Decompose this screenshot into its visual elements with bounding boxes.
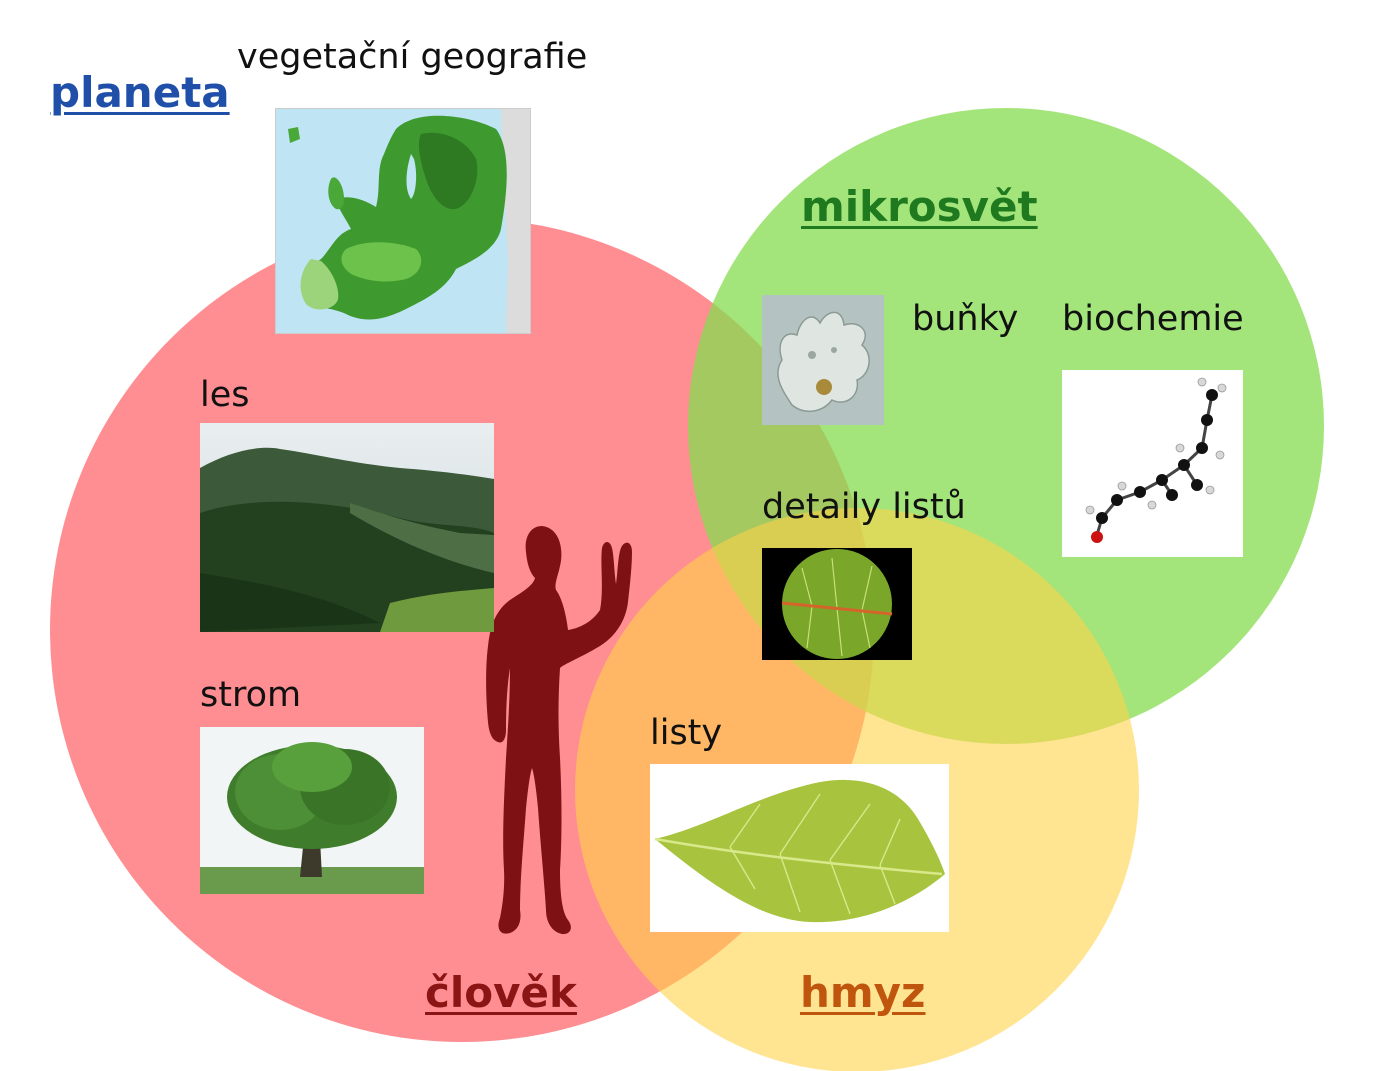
label-bunky: buňky (912, 299, 1019, 339)
person-silhouette (486, 526, 632, 935)
label-biochemie: biochemie (1062, 299, 1244, 339)
leaf-image (650, 764, 949, 932)
label-strom: strom (200, 675, 302, 715)
mikrosvet-link[interactable]: mikrosvět (801, 182, 1038, 231)
clovek-link[interactable]: člověk (425, 968, 577, 1017)
label-les: les (200, 375, 250, 415)
label-vegetacni-geografie: vegetační geografie (237, 37, 588, 77)
molecule-model-image (1062, 370, 1243, 557)
label-detaily-listu: detaily listů (762, 487, 966, 527)
oak-tree-image (200, 727, 424, 894)
label-listy: listy (650, 713, 723, 753)
amoeba-cell-image (762, 295, 884, 425)
leaf-detail-image (762, 548, 912, 660)
planeta-link[interactable]: planeta (50, 68, 230, 117)
europe-vegetation-map-image (275, 108, 531, 334)
hmyz-link[interactable]: hmyz (800, 968, 926, 1017)
forest-landscape-image (200, 423, 494, 632)
